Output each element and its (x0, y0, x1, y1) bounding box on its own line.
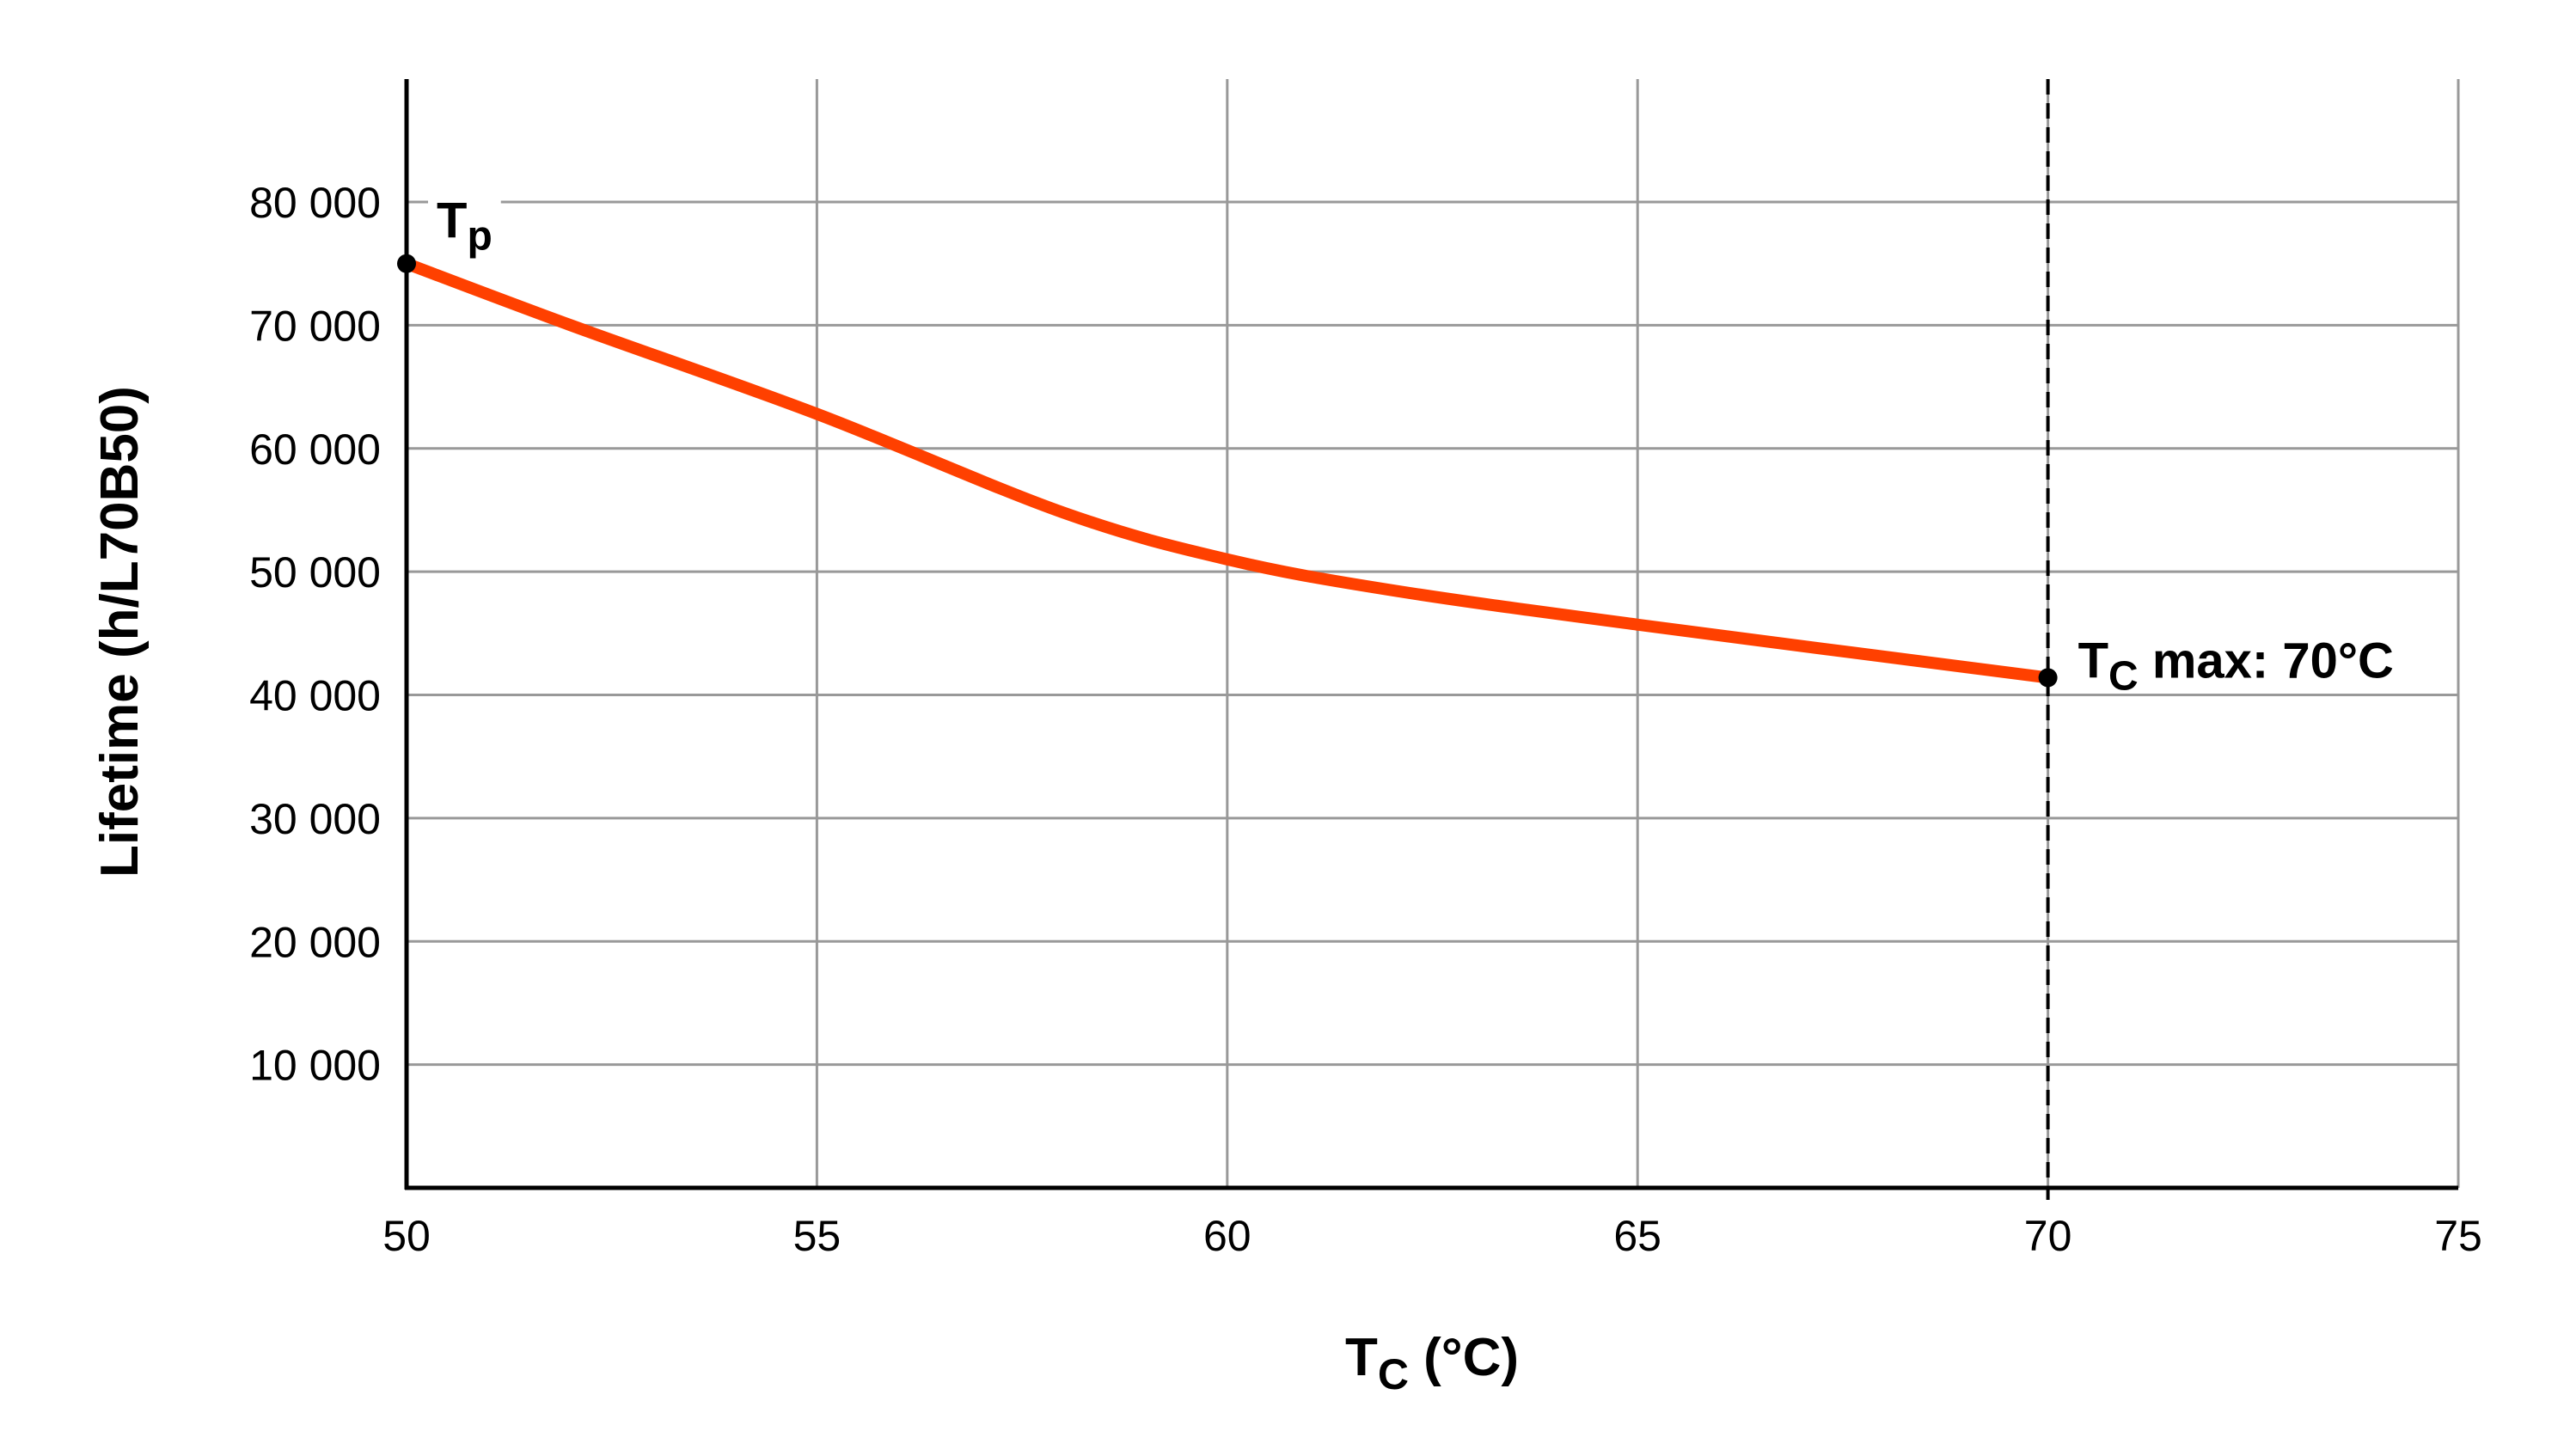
x-tick-label: 55 (793, 1212, 841, 1260)
y-tick-label: 30 000 (249, 795, 381, 843)
x-tick-label: 75 (2434, 1212, 2482, 1260)
y-tick-label: 80 000 (249, 179, 381, 227)
data-point-marker (2038, 668, 2058, 688)
y-axis-label: Lifetime (h/L70B50) (90, 386, 150, 878)
grid (407, 79, 2460, 1188)
annotations: Tp TC max: 70°C (397, 193, 2394, 699)
x-tick-label: 70 (2024, 1212, 2072, 1260)
y-tick-label: 70 000 (249, 302, 381, 350)
y-tick-label: 20 000 (249, 918, 381, 966)
label-background (428, 193, 501, 260)
y-tick-label: 50 000 (249, 548, 381, 596)
data-point-marker (397, 254, 416, 273)
x-axis-label: TC (°C) (1345, 1328, 1519, 1398)
x-tick-label: 50 (382, 1212, 431, 1260)
lifetime-curve (401, 257, 2054, 684)
tick-labels: 10 000 20 000 30 000 40 000 50 000 60 000 70 0… (249, 179, 2482, 1260)
series (401, 257, 2054, 684)
tp-annotation: Tp (437, 193, 493, 260)
x-tick-label: 60 (1203, 1212, 1251, 1260)
tc-max-annotation: TC max: 70°C (2078, 633, 2394, 699)
y-tick-label: 60 000 (249, 425, 381, 474)
x-tick-label: 65 (1613, 1212, 1661, 1260)
y-tick-label: 40 000 (249, 672, 381, 720)
y-tick-label: 10 000 (249, 1042, 381, 1090)
